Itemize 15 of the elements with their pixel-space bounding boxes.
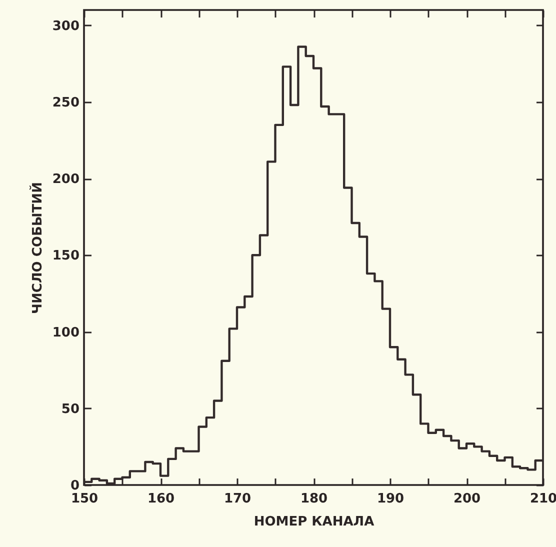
- y-tick-label: 0: [70, 478, 80, 494]
- x-tick-label: 180: [300, 492, 328, 506]
- y-tick-label: 100: [52, 325, 80, 340]
- y-axis-title: ЧИСЛО СОБЫТИЙ: [28, 182, 46, 314]
- y-tick-label: 50: [61, 402, 80, 417]
- y-tick-label: 300: [52, 18, 80, 34]
- y-tick-label: 250: [52, 95, 80, 110]
- x-axis-title: НОМЕР КАНАЛА: [254, 514, 374, 530]
- x-tick-label: 160: [147, 492, 175, 506]
- x-tick-label: 170: [224, 492, 252, 506]
- x-tick-label: 190: [376, 492, 404, 506]
- y-tick-label: 200: [52, 172, 80, 188]
- x-tick-label: 150: [70, 492, 98, 506]
- y-tick-label: 150: [52, 248, 80, 264]
- x-tick-label: 200: [453, 492, 481, 506]
